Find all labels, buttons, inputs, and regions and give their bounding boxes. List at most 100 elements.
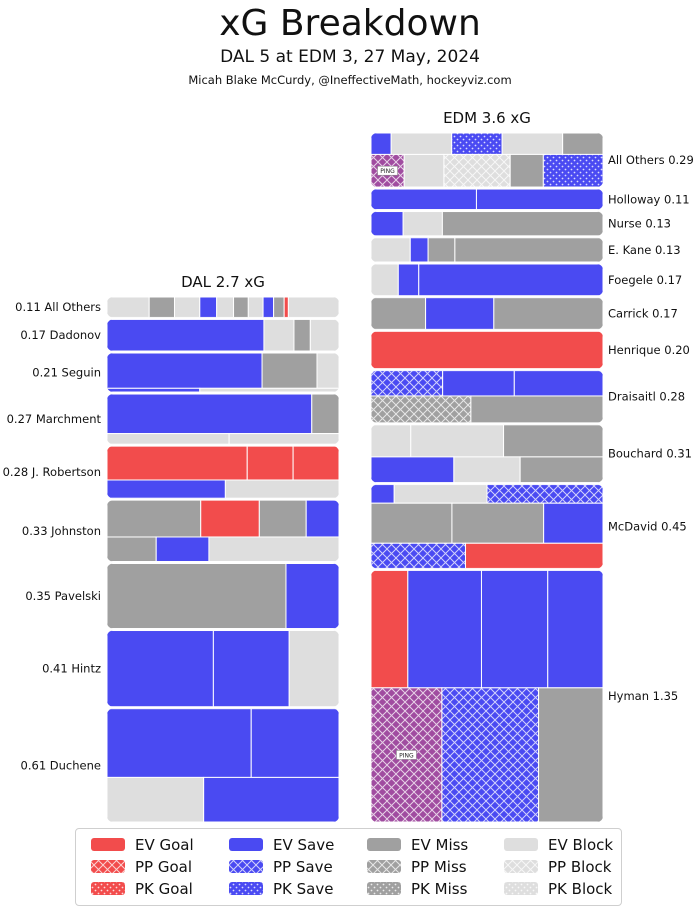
- shot-cell-miss: [427, 237, 456, 262]
- shot-cell-block: [393, 484, 488, 504]
- shot-pattern: [543, 154, 603, 188]
- legend-label: PP Miss: [411, 858, 467, 876]
- player-label: McDavid 0.45: [608, 519, 687, 533]
- shot-cell-save: [107, 630, 214, 707]
- shot-cell-save: [418, 263, 603, 296]
- player-block: Nurse 0.13: [371, 211, 671, 236]
- shot-cell-block: [263, 319, 295, 352]
- shot-cell-miss: [493, 297, 603, 330]
- shot-cell-goal: [465, 542, 603, 569]
- player-label: E. Kane 0.13: [608, 243, 681, 257]
- shot-cell-miss: [519, 456, 603, 483]
- shot-cell-block: [173, 297, 201, 318]
- player-block: Holloway 0.11: [371, 189, 690, 210]
- shot-cell-miss: [470, 395, 603, 423]
- shot-cell-miss: [441, 211, 603, 236]
- shot-cell-save: [371, 211, 404, 236]
- shot-cell-save: [203, 776, 339, 823]
- team-title: EDM 3.6 xG: [443, 109, 531, 127]
- shot-cell-miss: [538, 687, 603, 823]
- shot-cell-save: [480, 570, 549, 689]
- shot-cell-save: [397, 263, 420, 296]
- player-label: 0.41 Hintz: [42, 662, 101, 676]
- legend-label: PP Save: [273, 858, 333, 876]
- player-block: 0.33 Johnston: [22, 500, 339, 562]
- player-label: Draisaitl 0.28: [608, 390, 685, 404]
- shot-cell-save: [547, 570, 603, 689]
- legend-label: PP Goal: [135, 858, 192, 876]
- shot-cell-save: [475, 189, 603, 210]
- shot-cell-miss: [371, 502, 453, 544]
- legend-label: PK Block: [548, 880, 613, 898]
- player-label: Bouchard 0.31: [608, 447, 692, 461]
- shot-pattern: [451, 133, 503, 155]
- shot-cell-block: [316, 353, 339, 389]
- legend-item: EV Save: [229, 836, 334, 854]
- player-block: Draisaitl 0.28: [371, 370, 685, 423]
- shot-cell-miss: [148, 297, 175, 318]
- shot-cell-goal: [283, 297, 289, 318]
- player-label: Foegele 0.17: [608, 273, 682, 287]
- player-block: 0.61 Duchene: [21, 708, 339, 823]
- shot-cell-miss: [273, 297, 285, 318]
- shot-pattern: [371, 543, 466, 569]
- ping-badge: [377, 165, 398, 176]
- team-panel-dal: DAL 2.7 xG 0.11 All Others 0.17 Dadonov 0.2…: [3, 273, 339, 823]
- shot-cell-save: [107, 353, 263, 389]
- shot-cell-miss: [454, 237, 603, 262]
- player-block: 0.11 All Others: [15, 297, 339, 318]
- player-block: 0.27 Marchment: [7, 394, 339, 445]
- shot-pattern: [371, 370, 443, 396]
- shot-cell-block: [247, 297, 264, 318]
- player-block: 0.17 Dadonov: [20, 319, 339, 352]
- shot-cell-block: [228, 433, 339, 445]
- shot-cell-save: [199, 297, 218, 318]
- shot-cell-block: [309, 319, 339, 352]
- shot-cell-save: [285, 563, 339, 629]
- shot-cell-block: [371, 237, 411, 262]
- shot-cell-miss: [509, 153, 544, 188]
- shot-cell-block: [107, 433, 230, 445]
- shot-cell-block: [107, 776, 205, 823]
- player-block: Henrique 0.20: [371, 331, 690, 369]
- legend-label: PK Miss: [411, 880, 468, 898]
- shot-cell-save: [371, 484, 395, 504]
- shot-cell-save: [305, 500, 339, 538]
- shot-cell-miss: [293, 319, 311, 352]
- legend-label: EV Save: [273, 836, 334, 854]
- legend-item: PK Miss: [367, 880, 468, 898]
- shot-cell-miss: [311, 394, 339, 435]
- shot-cell-miss: [107, 563, 287, 629]
- player-label: 0.35 Pavelski: [25, 589, 101, 603]
- player-block: PING Hyman 1.35: [371, 570, 678, 823]
- shot-cell-save: [107, 479, 226, 499]
- player-label: All Others 0.29: [608, 153, 694, 167]
- ping-label: PING: [380, 168, 395, 175]
- player-block: Carrick 0.17: [371, 297, 678, 330]
- shot-cell-block: [287, 297, 339, 318]
- ping-badge: [396, 750, 417, 760]
- player-block: Foegele 0.17: [371, 263, 682, 296]
- legend-item: PK Goal: [91, 880, 193, 898]
- shot-cell-miss: [451, 502, 545, 544]
- legend-item: EV Miss: [367, 836, 468, 854]
- shot-cell-save: [442, 370, 515, 397]
- player-label: Holloway 0.11: [608, 192, 690, 206]
- legend-item: PK Save: [229, 880, 333, 898]
- shot-cell-goal: [200, 500, 260, 538]
- shot-cell-save: [262, 297, 275, 318]
- shot-cell-save: [409, 237, 429, 262]
- player-label: 0.28 J. Robertson: [3, 465, 101, 479]
- shot-cell-block: [107, 297, 150, 318]
- shot-cell-miss: [261, 353, 318, 389]
- player-block: PING All Others 0.29: [371, 133, 694, 188]
- legend-swatch: [504, 838, 538, 851]
- shot-cell-block: [390, 133, 453, 155]
- legend-label: EV Block: [548, 836, 613, 854]
- shot-cell-save: [371, 133, 392, 155]
- shot-cell-goal: [246, 446, 294, 481]
- shot-cell-block: [208, 536, 339, 562]
- player-label: 0.27 Marchment: [7, 412, 102, 426]
- shot-cell-miss: [233, 297, 249, 318]
- shot-pattern: [441, 687, 539, 822]
